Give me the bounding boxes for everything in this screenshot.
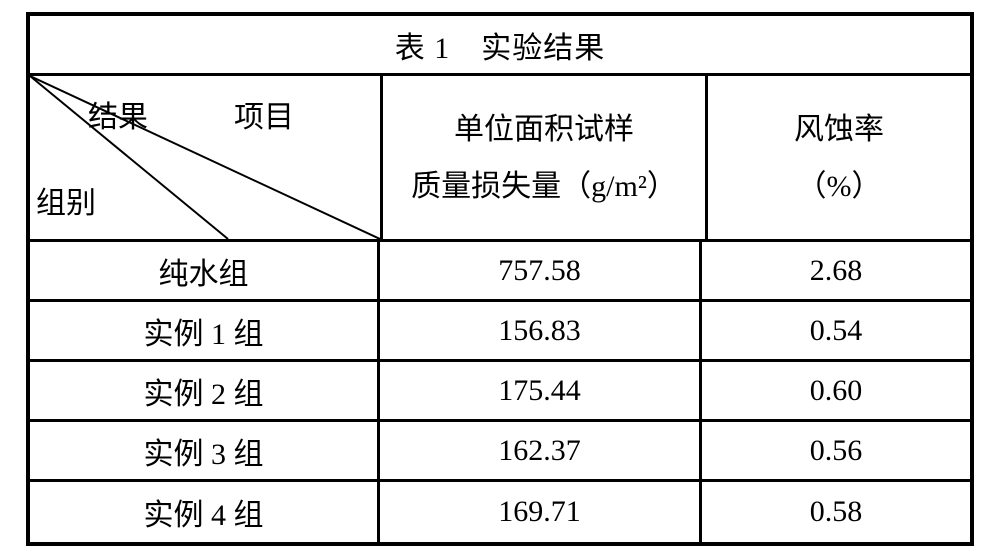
cell-mass-loss: 175.44 — [380, 362, 702, 419]
cell-erosion: 2.68 — [702, 242, 970, 299]
cell-mass-loss: 162.37 — [380, 422, 702, 479]
cell-mass-loss: 169.71 — [380, 482, 702, 542]
cell-group: 实例 3 组 — [30, 422, 380, 479]
experiment-results-table: 表 1 实验结果 结果 项目 组别 单位面积试样 质量损失量（g/m²） 风蚀率… — [26, 12, 974, 546]
cell-erosion: 0.60 — [702, 362, 970, 419]
cell-mass-loss: 757.58 — [380, 242, 702, 299]
header-col2-line2: 质量损失量（g/m²） — [411, 158, 677, 215]
cell-group: 实例 2 组 — [30, 362, 380, 419]
cell-erosion: 0.56 — [702, 422, 970, 479]
table-row: 实例 4 组 169.71 0.58 — [30, 482, 970, 542]
cell-group: 实例 4 组 — [30, 482, 380, 542]
cell-group: 实例 1 组 — [30, 302, 380, 359]
header-col2-line1: 单位面积试样 — [454, 101, 634, 158]
table-row: 实例 3 组 162.37 0.56 — [30, 422, 970, 482]
header-col-mass-loss: 单位面积试样 质量损失量（g/m²） — [383, 76, 708, 239]
header-col-erosion: 风蚀率 （%） — [708, 76, 970, 239]
header-col3-line1: 风蚀率 — [794, 101, 884, 158]
header-label-project: 项目 — [234, 92, 294, 136]
cell-erosion: 0.58 — [702, 482, 970, 542]
table-row: 纯水组 757.58 2.68 — [30, 242, 970, 302]
table-row: 实例 1 组 156.83 0.54 — [30, 302, 970, 362]
table-title: 表 1 实验结果 — [395, 23, 606, 67]
table-header-row: 结果 项目 组别 单位面积试样 质量损失量（g/m²） 风蚀率 （%） — [30, 76, 970, 242]
header-col3-line2: （%） — [797, 158, 882, 215]
header-diagonal-cell: 结果 项目 组别 — [30, 76, 383, 239]
header-label-result: 结果 — [88, 92, 148, 136]
table-title-row: 表 1 实验结果 — [30, 16, 970, 76]
table-row: 实例 2 组 175.44 0.60 — [30, 362, 970, 422]
cell-erosion: 0.54 — [702, 302, 970, 359]
cell-mass-loss: 156.83 — [380, 302, 702, 359]
header-label-group: 组别 — [36, 178, 96, 222]
cell-group: 纯水组 — [30, 242, 380, 299]
